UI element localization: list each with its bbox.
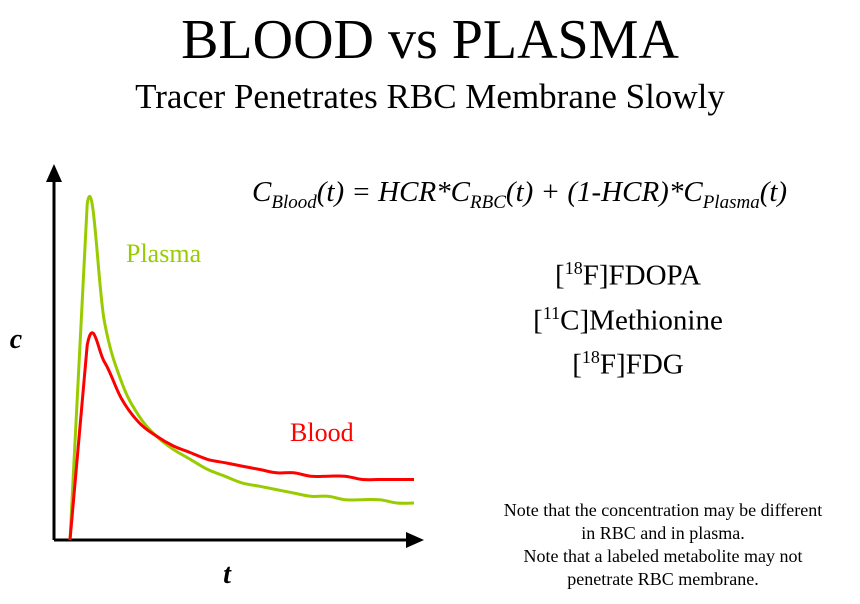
formula-sub-plasma: Plasma xyxy=(702,191,760,213)
blood-concentration-formula: CBlood(t) = HCR*CRBC(t) + (1-HCR)*CPlasm… xyxy=(252,172,787,223)
formula-sub-blood: Blood xyxy=(271,191,317,213)
tracer-name: F]FDOPA xyxy=(582,259,701,292)
tracer-bracket: [ xyxy=(555,259,565,292)
tracer-bracket: [ xyxy=(572,348,582,381)
formula-c: C xyxy=(252,176,272,208)
formula-part: (t) = HCR*C xyxy=(316,176,471,208)
tracer-isotope-mass: 18 xyxy=(581,347,600,368)
tracer-list: [18F]FDOPA [11C]Methionine [18F]FDG xyxy=(478,250,778,384)
note-line: Note that a labeled metabolite may not xyxy=(523,546,803,566)
page-subtitle: Tracer Penetrates RBC Membrane Slowly xyxy=(135,77,725,116)
formula-part: (t) xyxy=(759,176,788,208)
plasma-series-label: Plasma xyxy=(126,239,202,268)
tracer-isotope-mass: 11 xyxy=(542,302,561,323)
y-axis-label: c xyxy=(10,324,23,355)
tracer-item: [18F]FDG xyxy=(478,339,778,384)
tracer-item: [18F]FDOPA xyxy=(478,250,778,295)
tracer-name: F]FDG xyxy=(599,348,684,381)
x-axis-label: t xyxy=(223,559,232,590)
x-axis-arrow-icon xyxy=(406,532,424,548)
formula-part: (t) + (1-HCR)*C xyxy=(505,176,703,208)
formula-sub-rbc: RBC xyxy=(470,191,506,213)
tracer-name: C]Methionine xyxy=(560,304,723,337)
concentration-chart: t c Plasma Blood xyxy=(10,164,424,590)
blood-series-line xyxy=(68,331,414,541)
tracer-bracket: [ xyxy=(533,304,543,337)
note-line: in RBC and in plasma. xyxy=(581,523,745,543)
note-line: Note that the concentration may be diffe… xyxy=(503,500,823,520)
y-axis-arrow-icon xyxy=(46,164,62,182)
note-text: Note that the concentration may be diffe… xyxy=(463,499,860,591)
tracer-isotope-mass: 18 xyxy=(564,258,583,278)
blood-series-label: Blood xyxy=(290,418,354,447)
page-title: BLOOD vs PLASMA xyxy=(181,9,679,71)
note-line: penetrate RBC membrane. xyxy=(567,569,759,589)
plasma-series-line xyxy=(68,194,415,541)
tracer-item: [11C]Methionine xyxy=(478,295,778,340)
